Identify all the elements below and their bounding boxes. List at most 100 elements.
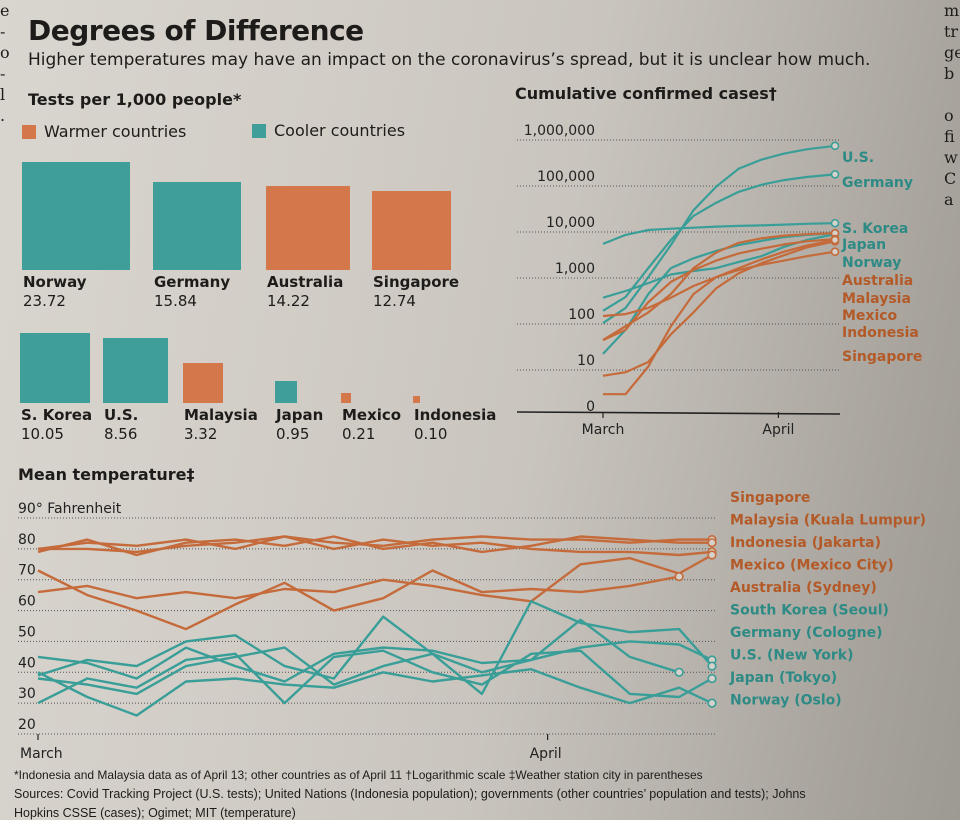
column-text-line: ge <box>944 43 960 62</box>
cases-y-tick-label: 10 <box>577 353 595 369</box>
tests-value-label: 14.22 <box>267 292 310 310</box>
tests-value-label: 3.32 <box>184 425 218 443</box>
temp-series-label: Indonesia (Jakarta) <box>730 535 881 551</box>
temp-end-marker <box>674 667 684 677</box>
column-text-line <box>944 84 960 105</box>
temp-line-singapore <box>37 535 712 551</box>
temp-y-tick-label: 30 <box>18 686 36 702</box>
cases-line-mexico <box>602 240 836 377</box>
cases-x-tick-label: March <box>582 422 625 438</box>
temp-y-tick-label: 50 <box>18 624 36 640</box>
tests-value-label: 15.84 <box>154 292 197 310</box>
temperature-chart: 90° Fahrenheit 80 70 60 50 40 30 20 March April Si… <box>18 490 926 762</box>
temp-series-label: Malaysia (Kuala Lumpur) <box>730 513 926 529</box>
temp-line-japan-tokyo <box>37 649 713 705</box>
temp-series-label: Germany (Cologne) <box>730 625 882 641</box>
tests-country-label: Australia <box>267 273 344 291</box>
temp-x-tick-label: March <box>20 746 63 762</box>
tests-square-germany <box>153 181 242 270</box>
column-text-line: e <box>0 1 10 20</box>
page-subtitle: Higher temperatures may have an impact o… <box>28 50 871 70</box>
temp-line-norway-oslo <box>37 667 713 717</box>
cases-series-label: Norway <box>842 255 901 271</box>
cases-y-tick-label: 10,000 <box>546 215 595 231</box>
tests-square-japan <box>275 381 297 403</box>
cases-line-indonesia <box>603 238 836 396</box>
cases-y-tick-label: 100 <box>568 307 595 323</box>
cases-series-label: Indonesia <box>842 325 919 341</box>
temp-y-tick-label: 40 <box>18 655 36 671</box>
column-text-line: tr <box>944 22 959 41</box>
cases-series-label: Germany <box>842 175 913 191</box>
tests-value-label: 0.10 <box>414 425 448 443</box>
footnote: *Indonesia and Malaysia data as of April… <box>14 768 703 782</box>
page-title: Degrees of Difference <box>28 14 364 47</box>
column-text-line: m <box>944 1 960 20</box>
cases-y-tick-label: 0 <box>586 399 595 415</box>
tests-value-label: 23.72 <box>23 292 66 310</box>
column-text-line: C <box>944 169 957 188</box>
temp-y-tick-label: 80 <box>18 532 36 548</box>
cases-line-s-korea <box>602 222 836 245</box>
column-text-line: a <box>944 190 954 209</box>
cases-end-marker <box>830 218 840 228</box>
legend-cool-label: Cooler countries <box>274 121 406 140</box>
column-text-line: - <box>0 64 6 83</box>
tests-country-label: U.S. <box>104 406 139 424</box>
temp-end-marker <box>707 550 717 560</box>
cases-series-label: Australia <box>842 273 913 289</box>
adjacent-column-text-left: e - o - l. <box>0 0 10 126</box>
tests-square-malaysia <box>183 362 224 403</box>
temp-y-tick-label: 20 <box>18 717 36 733</box>
cases-y-tick-label: 1,000,000 <box>524 123 595 139</box>
cases-line-australia <box>602 232 836 342</box>
legend-swatch-cool <box>252 123 266 138</box>
tests-chart-title: Tests per 1,000 people* <box>28 90 242 109</box>
legend-cool: Cooler countries <box>252 121 405 140</box>
temp-y-tick-label: 70 <box>18 563 36 579</box>
temp-series-label: Australia (Sydney) <box>730 580 877 596</box>
temp-line-mexico-mexico-city <box>37 553 713 603</box>
cases-series-label: Mexico <box>842 308 898 324</box>
column-text-line: o <box>0 43 10 62</box>
tests-country-label: Mexico <box>342 406 402 424</box>
column-text-line: w <box>944 148 958 167</box>
temp-y-tick-label: 60 <box>18 594 36 610</box>
cases-series-label: Singapore <box>842 349 922 365</box>
temperature-chart-title: Mean temperature‡ <box>18 465 195 484</box>
cases-x-tick-label: April <box>762 422 794 438</box>
column-text-line: o <box>944 106 954 125</box>
column-text-line: b <box>944 64 955 83</box>
cases-line-japan <box>602 233 836 299</box>
tests-square-singapore <box>372 190 452 270</box>
temp-series-label: Singapore <box>730 490 810 506</box>
cases-series-label: S. Korea <box>842 221 908 237</box>
temp-end-marker <box>707 538 717 548</box>
cases-line-norway <box>602 232 836 355</box>
tests-country-label: Malaysia <box>184 406 258 424</box>
tests-square-australia <box>266 186 350 270</box>
temp-series-label: Norway (Oslo) <box>730 693 842 709</box>
temp-end-marker <box>707 698 717 708</box>
temp-line-germany-cologne <box>37 600 713 696</box>
tests-value-label: 12.74 <box>373 292 416 310</box>
cases-end-marker <box>830 141 840 151</box>
cases-series-label: U.S. <box>842 150 874 166</box>
cases-end-marker <box>830 247 840 256</box>
tests-country-label: S. Korea <box>21 406 93 424</box>
temp-x-tick-label: April <box>530 746 562 762</box>
tests-square-norway <box>22 162 130 270</box>
temp-end-marker <box>707 661 717 671</box>
tests-square-mexico <box>341 392 352 403</box>
tests-square-s-korea <box>20 332 91 403</box>
temp-y-tick-label: 90° Fahrenheit <box>18 501 122 517</box>
cases-chart-title: Cumulative confirmed cases† <box>515 84 777 103</box>
sources-continued: Hopkins CSSE (cases); Ogimet; MIT (tempe… <box>14 806 296 820</box>
cases-y-tick-label: 100,000 <box>537 169 595 185</box>
temp-line-u-s-new-york <box>37 618 680 696</box>
cases-series-label: Japan <box>841 237 886 253</box>
cases-end-marker <box>830 235 840 245</box>
cases-line-germany <box>602 173 836 312</box>
